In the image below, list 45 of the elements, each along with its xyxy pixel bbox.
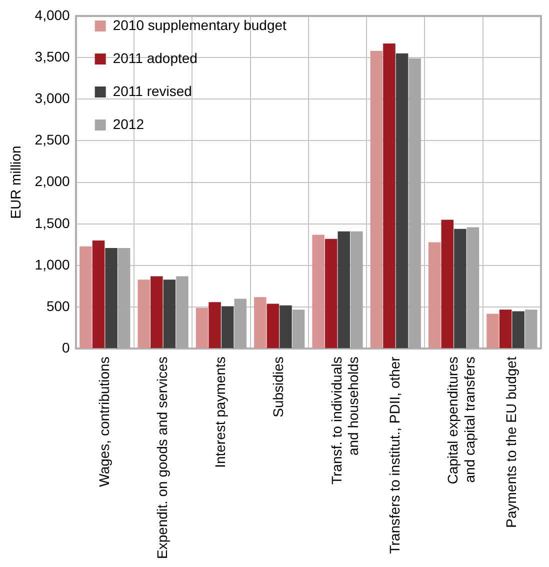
y-tick-label: 1,000 [34, 256, 70, 272]
bar [312, 234, 324, 348]
x-tick-label: Transfers to institut., PDII, other [386, 356, 402, 554]
bar [499, 310, 512, 348]
y-tick-label: 2,500 [34, 132, 70, 148]
bar [454, 228, 466, 348]
y-tick-label: 2,000 [34, 173, 70, 190]
bar [441, 220, 454, 348]
x-tick-label: Transf. to individuals and households [328, 356, 362, 485]
x-tick-label: Wages, contributions [96, 356, 112, 487]
y-tick-label: 3,000 [34, 90, 70, 106]
bar [266, 304, 280, 348]
bar [512, 311, 524, 348]
bar [92, 240, 105, 348]
bar [208, 302, 221, 348]
x-tick-label: Payments to the EU budget [502, 356, 519, 528]
legend-label: 2012 [112, 116, 144, 132]
legend-label: 2011 revised [112, 82, 192, 99]
bar [324, 238, 338, 348]
y-tick-label: 3,500 [34, 48, 70, 64]
y-tick-label: 4,000 [34, 6, 70, 23]
legend-label: 2010 supplementary budget [112, 16, 287, 33]
bar [370, 50, 383, 348]
bar [254, 297, 266, 348]
legend-label: 2011 adopted [112, 50, 198, 66]
bar [396, 53, 408, 348]
bar [280, 305, 292, 348]
bar [428, 242, 441, 348]
bar [105, 248, 118, 348]
y-tick-label: 500 [46, 298, 70, 314]
y-tick-label: 0 [62, 340, 70, 356]
bar [150, 276, 163, 348]
bar [138, 280, 150, 348]
x-tick-label: Expendit. on goods and services [154, 356, 170, 560]
bar [196, 308, 208, 348]
bar [383, 43, 396, 348]
bar [163, 280, 176, 348]
x-tick-label: Subsidies [270, 356, 286, 418]
bar [486, 314, 499, 348]
y-tick-label: 1,500 [34, 214, 70, 231]
bar [338, 231, 350, 348]
y-axis-title: EUR million [7, 146, 24, 219]
x-tick-label: Interest payments [212, 356, 228, 468]
bar [221, 306, 234, 348]
bar [80, 246, 92, 348]
